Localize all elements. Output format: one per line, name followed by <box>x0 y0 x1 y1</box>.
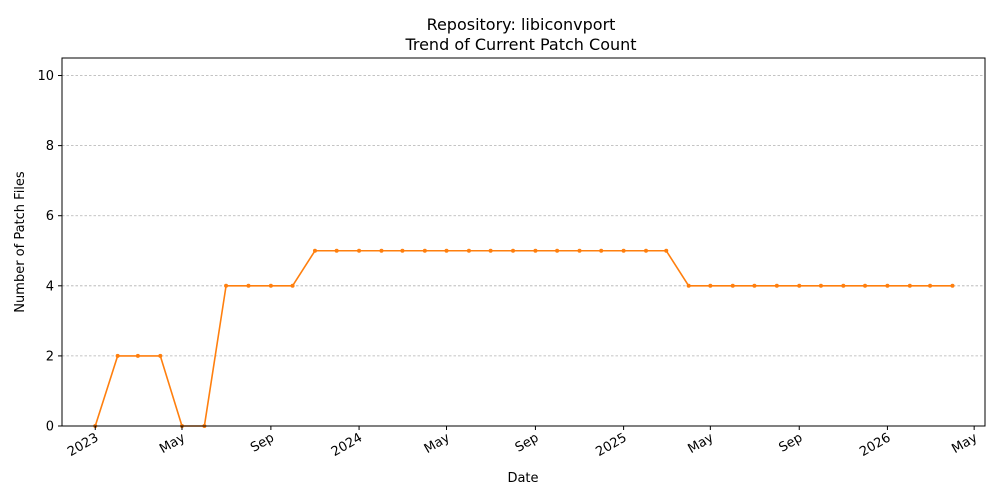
data-point <box>863 283 868 288</box>
data-point <box>290 283 295 288</box>
data-point <box>664 248 669 253</box>
data-point <box>577 248 582 253</box>
data-point <box>312 248 317 253</box>
data-point <box>488 248 493 253</box>
data-point <box>422 248 427 253</box>
data-point <box>686 283 691 288</box>
chart-subtitle: Trend of Current Patch Count <box>404 35 636 54</box>
y-axis-ticks: 0 2 4 6 8 10 <box>37 69 62 435</box>
data-point <box>466 248 471 253</box>
series-group <box>93 248 955 428</box>
data-point <box>115 353 120 358</box>
data-point <box>928 283 933 288</box>
data-point <box>599 248 604 253</box>
y-axis-label: Number of Patch Files <box>13 171 28 313</box>
x-axis-label: Date <box>507 471 538 486</box>
data-point <box>400 248 405 253</box>
data-point <box>135 353 140 358</box>
data-point <box>555 248 560 253</box>
y-tick-label: 0 <box>46 420 54 435</box>
y-tick-label: 6 <box>46 209 54 224</box>
plot-frame <box>61 57 986 427</box>
data-point <box>334 248 339 253</box>
data-point <box>268 283 273 288</box>
data-point <box>885 283 890 288</box>
data-point <box>511 248 516 253</box>
data-point <box>246 283 251 288</box>
data-point <box>818 283 823 288</box>
y-tick-label: 4 <box>46 279 54 294</box>
data-point <box>357 248 362 253</box>
data-point <box>533 248 538 253</box>
y-tick-label: 8 <box>46 139 54 154</box>
data-point <box>774 283 779 288</box>
data-point <box>379 248 384 253</box>
data-point <box>224 283 229 288</box>
data-point <box>444 248 449 253</box>
data-point <box>950 283 955 288</box>
data-point <box>730 283 735 288</box>
y-tick-label: 10 <box>37 69 54 84</box>
data-point <box>797 283 802 288</box>
data-point <box>752 283 757 288</box>
data-point <box>158 353 163 358</box>
chart-title: Repository: libiconvport <box>427 15 616 34</box>
data-point <box>644 248 649 253</box>
data-point <box>708 283 713 288</box>
series-line <box>94 249 953 427</box>
data-point <box>621 248 626 253</box>
data-point <box>841 283 846 288</box>
y-tick-label: 2 <box>46 349 54 364</box>
data-point <box>907 283 912 288</box>
